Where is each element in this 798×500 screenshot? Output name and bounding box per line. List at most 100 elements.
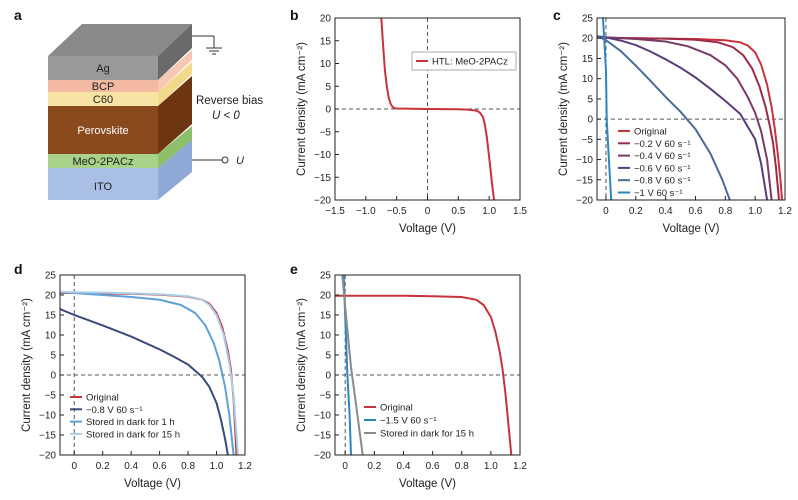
x-tick-label: 1.2 <box>778 206 792 217</box>
y-tick-label: −15 <box>314 431 331 442</box>
x-axis-label: Voltage (V) <box>124 478 181 490</box>
y-tick-label: 20 <box>45 291 57 302</box>
series-line-4 <box>597 35 769 200</box>
y-tick-label: −10 <box>314 411 331 422</box>
layer-ito: ITO <box>48 140 192 200</box>
x-axis-label: Voltage (V) <box>399 478 456 490</box>
series-line-1 <box>380 18 496 200</box>
x-tick-label: −1.5 <box>325 206 345 217</box>
legend-entry: Stored in dark for 1 h <box>86 417 175 428</box>
y-tick-label: 15 <box>582 54 594 65</box>
y-tick-label: 15 <box>320 311 332 322</box>
legend-entry: Original <box>634 127 667 138</box>
x-tick-label: 1.0 <box>484 461 498 472</box>
legend-entry: −1 V 60 s⁻¹ <box>634 188 683 199</box>
y-tick-label: −5 <box>582 135 594 146</box>
layer-label-ito: ITO <box>94 181 113 193</box>
legend-entry: Original <box>86 393 119 404</box>
legend-entry: −0.8 V 60 s⁻¹ <box>86 405 143 416</box>
legend-entry: −0.4 V 60 s⁻¹ <box>634 151 691 162</box>
terminal-label: U <box>236 155 244 167</box>
chart-d: 0 0.2 0.4 0.6 0.8 1.0 1.2 −20 −15 −10 −5 0 5 10 15 20 25… <box>21 271 252 491</box>
layer-meo-2pacz: MeO-2PACz <box>48 126 192 168</box>
y-tick-label: 5 <box>50 351 56 362</box>
x-tick-label: 0.8 <box>455 461 469 472</box>
layer-c60: C60 <box>48 62 192 106</box>
panel-label-d: d <box>14 261 23 277</box>
x-tick-label: 0.5 <box>451 206 465 217</box>
y-tick-label: 0 <box>50 371 56 382</box>
bias-condition: U < 0 <box>212 110 240 122</box>
y-tick-label: −10 <box>314 150 331 161</box>
series-line-4 <box>60 290 239 455</box>
ground-icon <box>192 35 222 55</box>
y-tick-label: 20 <box>582 34 594 45</box>
legend-entry: Stored in dark for 15 h <box>86 429 180 440</box>
x-tick-label: 0.6 <box>689 206 703 217</box>
y-tick-label: 5 <box>587 94 593 105</box>
x-tick-label: 0.4 <box>397 461 411 472</box>
panel-label-e: e <box>290 261 298 277</box>
series-line-5 <box>597 35 731 200</box>
layer-ag: Ag <box>48 24 192 80</box>
legend-entry: Stored in dark for 15 h <box>380 429 474 440</box>
x-tick-label: 0.2 <box>629 206 643 217</box>
plot-frame <box>334 274 521 456</box>
series-line-2 <box>60 308 229 455</box>
plot-frame <box>596 17 786 201</box>
legend-entry: Original <box>380 403 413 414</box>
x-tick-label: 0.4 <box>659 206 673 217</box>
y-tick-label: 10 <box>320 59 332 70</box>
x-tick-label: 1.5 <box>513 206 527 217</box>
x-tick-label: 0 <box>71 461 77 472</box>
terminal-icon <box>192 156 229 164</box>
chart-c: 0 0.2 0.4 0.6 0.8 1.0 1.2 −20 −15 −10 −5 0 5 10 15 20 25… <box>558 14 792 236</box>
x-tick-label: 0.6 <box>426 461 440 472</box>
y-tick-label: 0 <box>325 105 331 116</box>
y-tick-label: 10 <box>320 331 332 342</box>
layer-label-perovskite: Perovskite <box>77 125 128 137</box>
y-tick-label: 10 <box>45 331 57 342</box>
y-axis-label: Current density (mA cm⁻²) <box>21 298 33 432</box>
y-tick-label: −20 <box>576 196 593 207</box>
y-tick-label: −10 <box>39 411 56 422</box>
legend-entry: −1.5 V 60 s⁻¹ <box>380 416 437 427</box>
chart-e: 0 0.2 0.4 0.6 0.8 1.0 1.2 −20 −15 −10 −5 0 5 10 15 20 25… <box>296 271 527 491</box>
y-tick-label: −15 <box>39 431 56 442</box>
y-tick-label: 25 <box>582 14 594 25</box>
x-tick-label: 0.4 <box>124 461 138 472</box>
x-tick-label: 1.2 <box>513 461 527 472</box>
layer-label-c60: C60 <box>93 94 113 106</box>
panel-label-a: a <box>14 7 22 23</box>
layer-label-bcp: BCP <box>92 81 115 93</box>
y-axis-label: Current density (mA cm⁻²) <box>296 298 308 432</box>
layer-label-meo-2pacz: MeO-2PACz <box>73 156 134 168</box>
plot-frame <box>59 274 246 456</box>
y-tick-label: −5 <box>320 391 332 402</box>
x-tick-label: 1.0 <box>482 206 496 217</box>
x-tick-label: −1.0 <box>356 206 376 217</box>
y-tick-label: −15 <box>314 173 331 184</box>
x-tick-label: 0 <box>603 206 609 217</box>
bias-text: Reverse bias <box>196 95 263 107</box>
y-axis-label: Current density (mA cm⁻²) <box>558 42 570 176</box>
x-tick-label: 0 <box>342 461 348 472</box>
y-tick-label: 20 <box>320 291 332 302</box>
y-tick-label: 0 <box>587 115 593 126</box>
x-tick-label: 0 <box>425 206 431 217</box>
y-tick-label: −5 <box>45 391 57 402</box>
y-tick-label: −20 <box>39 451 56 462</box>
y-tick-label: 20 <box>320 14 332 25</box>
y-axis-label: Current density (mA cm⁻²) <box>296 42 308 176</box>
panel-a: a Ag BCP C60 <box>14 7 263 200</box>
y-tick-label: 15 <box>320 36 332 47</box>
x-tick-label: 1.2 <box>238 461 252 472</box>
series-line-6 <box>602 18 613 200</box>
y-tick-label: 0 <box>325 371 331 382</box>
x-tick-label: 0.8 <box>718 206 732 217</box>
panel-label-b: b <box>290 7 299 23</box>
legend-entry: HTL: MeO-2PACz <box>432 57 508 68</box>
series-line-3 <box>597 36 773 200</box>
series-line-2 <box>597 36 780 200</box>
y-tick-label: −20 <box>314 451 331 462</box>
